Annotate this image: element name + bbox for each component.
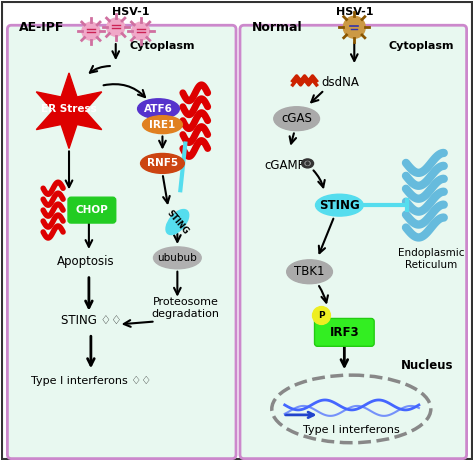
Text: Endoplasmic
Reticulum: Endoplasmic Reticulum <box>398 248 464 270</box>
Text: cGAMP: cGAMP <box>265 159 305 172</box>
Ellipse shape <box>143 116 182 134</box>
Text: TBK1: TBK1 <box>294 265 325 278</box>
Text: Type I interferons ♢♢: Type I interferons ♢♢ <box>31 376 151 386</box>
Ellipse shape <box>301 159 313 168</box>
Text: ER Stress: ER Stress <box>41 104 97 114</box>
Circle shape <box>132 22 149 40</box>
Text: Nucleus: Nucleus <box>401 359 454 372</box>
Text: STING: STING <box>319 199 360 212</box>
Text: Cytoplasm: Cytoplasm <box>388 41 454 51</box>
Circle shape <box>107 18 125 36</box>
Text: STING: STING <box>164 208 190 236</box>
FancyBboxPatch shape <box>8 25 236 459</box>
Text: Cytoplasm: Cytoplasm <box>130 41 195 51</box>
Ellipse shape <box>166 210 189 235</box>
Text: HSV-1: HSV-1 <box>112 7 149 18</box>
Ellipse shape <box>287 260 332 284</box>
Text: STING ♢♢: STING ♢♢ <box>61 314 121 327</box>
Text: dsdNA: dsdNA <box>321 77 359 89</box>
Text: RNF5: RNF5 <box>147 159 178 168</box>
Text: CHOP: CHOP <box>75 205 108 215</box>
Ellipse shape <box>274 107 319 130</box>
Circle shape <box>312 307 330 325</box>
Text: ATF6: ATF6 <box>144 104 173 114</box>
Text: IRF3: IRF3 <box>329 326 359 339</box>
Text: IRE1: IRE1 <box>149 120 175 130</box>
Circle shape <box>343 16 365 38</box>
Text: AE-IPF: AE-IPF <box>19 21 64 34</box>
Ellipse shape <box>137 99 179 118</box>
Text: Normal: Normal <box>252 21 302 34</box>
Ellipse shape <box>154 247 201 269</box>
Text: ububub: ububub <box>157 253 197 263</box>
Text: Proteosome
degradation: Proteosome degradation <box>151 297 219 319</box>
FancyBboxPatch shape <box>315 319 374 346</box>
Text: cGAS: cGAS <box>281 112 312 125</box>
Ellipse shape <box>316 194 363 216</box>
FancyBboxPatch shape <box>68 197 116 223</box>
FancyBboxPatch shape <box>240 25 466 459</box>
Ellipse shape <box>141 154 184 173</box>
Circle shape <box>306 162 309 165</box>
Text: Type I interferons: Type I interferons <box>303 425 400 435</box>
Text: HSV-1: HSV-1 <box>336 7 373 18</box>
Ellipse shape <box>305 161 310 165</box>
Text: Apoptosis: Apoptosis <box>57 255 115 268</box>
Circle shape <box>82 22 100 40</box>
Text: P: P <box>318 311 325 320</box>
Polygon shape <box>36 73 102 148</box>
